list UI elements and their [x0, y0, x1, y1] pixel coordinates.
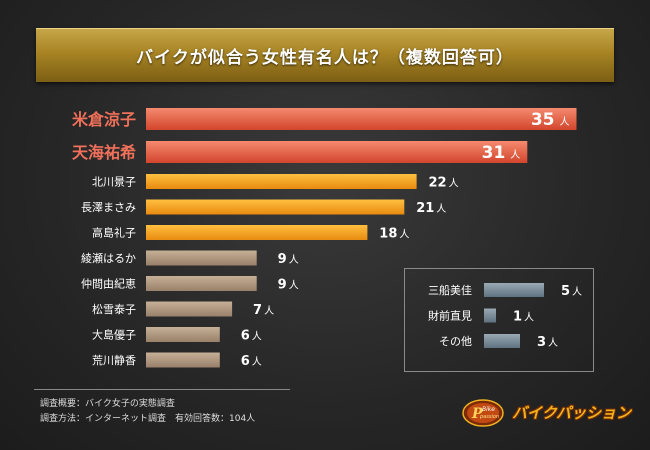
inset-value-label: 1 [513, 310, 522, 325]
category-label: 高島礼子 [92, 226, 136, 240]
unit-label: 人 [436, 203, 446, 215]
value-label: 21 [416, 201, 434, 216]
footnote-survey-method: 調査方法：インターネット調査 有効回答数：104人 [40, 414, 256, 424]
inset-unit-label: 人 [548, 337, 558, 349]
value-label: 22 [429, 176, 447, 191]
svg-text:P: P [471, 406, 483, 422]
bar [146, 225, 368, 240]
category-label: 天海祐希 [72, 143, 136, 162]
unit-label: 人 [560, 116, 570, 128]
unit-label: 人 [289, 254, 299, 266]
value-label: 18 [379, 227, 397, 242]
value-label: 9 [278, 278, 287, 293]
brand-name: バイクパッション [512, 404, 631, 422]
category-label: 長澤まさみ [81, 201, 136, 214]
bar [146, 352, 220, 368]
unit-label: 人 [449, 178, 459, 190]
category-label: 仲間由紀恵 [81, 277, 136, 291]
bar [146, 250, 257, 266]
inset-value-label: 3 [537, 335, 546, 350]
value-label: 9 [278, 252, 287, 267]
value-label: 31 [482, 143, 506, 163]
category-label: 綾瀬はるか [81, 251, 136, 265]
unit-label: 人 [399, 229, 409, 241]
bar [146, 199, 405, 215]
category-label: 松雪泰子 [92, 302, 136, 316]
svg-text:passion: passion [479, 414, 499, 420]
value-label: 35 [531, 110, 555, 130]
unit-label: 人 [289, 280, 299, 292]
bar [146, 276, 257, 291]
category-label: 北川景子 [92, 176, 136, 189]
bar [146, 301, 233, 317]
inset-bar [484, 283, 544, 297]
bar [146, 327, 220, 342]
inset-bar [484, 334, 520, 348]
unit-label: 人 [510, 149, 520, 161]
inset-category-label: 財前直見 [428, 309, 472, 323]
value-label: 6 [241, 329, 250, 344]
category-label: 大島優子 [92, 328, 136, 342]
unit-label: 人 [252, 331, 262, 343]
bar [146, 174, 417, 189]
footnote-survey-overview: 調査概要：バイク女子の実態調査 [40, 399, 175, 409]
inset-bar [484, 308, 496, 323]
bar [146, 108, 577, 130]
bike-passion-logo: P Bike passion [462, 399, 504, 427]
unit-label: 人 [264, 305, 274, 317]
svg-text:Bike: Bike [482, 406, 495, 413]
title-banner: バイクが似合う女性有名人は？（複数回答可） [36, 28, 614, 82]
inset-unit-label: 人 [524, 312, 534, 324]
footnote-divider [34, 389, 290, 390]
category-label: 米倉涼子 [72, 110, 136, 129]
unit-label: 人 [252, 356, 262, 368]
value-label: 7 [253, 303, 262, 318]
inset-value-label: 5 [561, 284, 570, 299]
chart-title: バイクが似合う女性有名人は？（複数回答可） [136, 47, 514, 68]
minor-responses-box [404, 268, 594, 372]
category-label: 荒川静香 [92, 353, 136, 367]
survey-footnotes: 調査概要：バイク女子の実態調査 調査方法：インターネット調査 有効回答数：104… [40, 397, 255, 427]
value-label: 6 [241, 354, 250, 369]
inset-category-label: その他 [439, 335, 472, 348]
inset-category-label: 三船美佳 [428, 283, 472, 297]
bar [146, 141, 528, 163]
inset-unit-label: 人 [572, 286, 582, 298]
